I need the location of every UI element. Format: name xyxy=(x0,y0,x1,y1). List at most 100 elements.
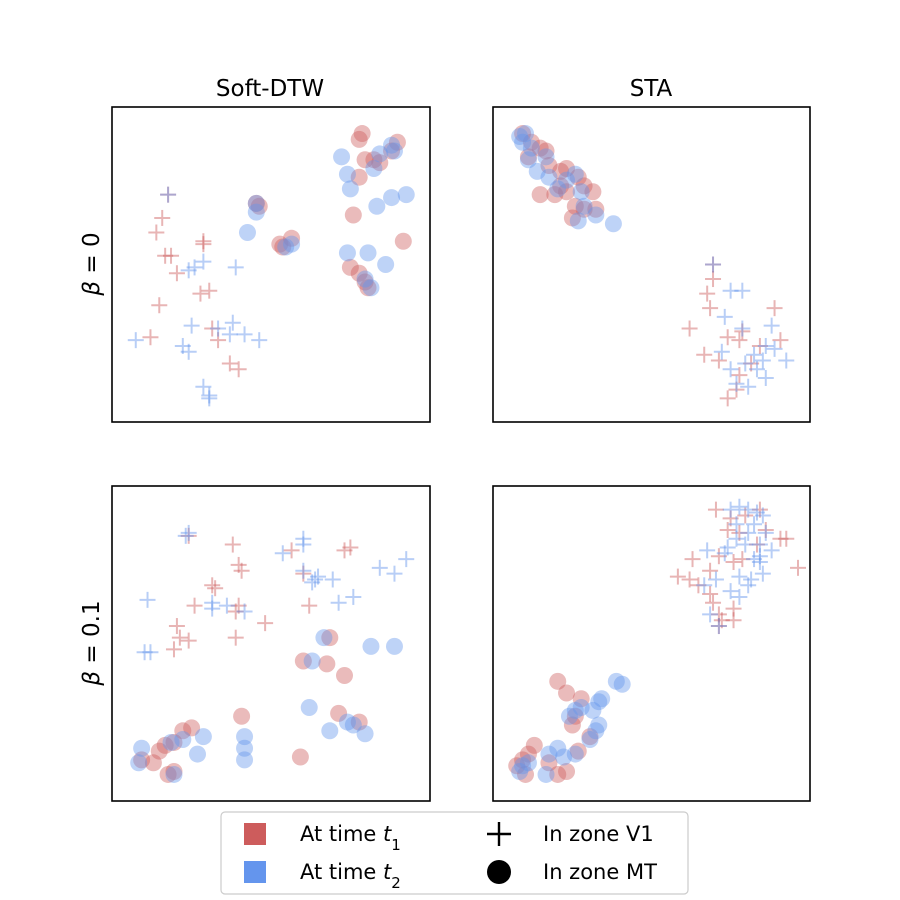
scatter-point-v1 xyxy=(743,571,760,588)
scatter-point-mt xyxy=(238,223,256,241)
scatter-point-v1 xyxy=(163,247,180,264)
scatter-point-v1 xyxy=(731,568,748,585)
scatter-point-mt xyxy=(271,235,289,253)
scatter-point-v1 xyxy=(157,247,174,264)
scatter-point-v1 xyxy=(716,545,733,562)
scatter-point-v1 xyxy=(757,524,774,541)
scatter-point-v1 xyxy=(236,603,253,620)
scatter-point-mt xyxy=(575,200,593,218)
scatter-point-v1 xyxy=(713,612,730,629)
scatter-point-v1 xyxy=(734,282,751,299)
panel-frame xyxy=(492,106,811,423)
scatter-point-mt xyxy=(514,757,532,775)
scatter-point-v1 xyxy=(195,233,212,250)
scatter-point-mt xyxy=(566,745,584,763)
scatter-point-v1 xyxy=(681,571,698,588)
scatter-point-v1 xyxy=(295,565,312,582)
scatter-point-v1 xyxy=(757,337,774,354)
scatter-point-v1 xyxy=(737,507,754,524)
scatter-point-v1 xyxy=(684,551,701,568)
scatter-point-v1 xyxy=(728,516,745,533)
scatter-point-mt xyxy=(174,722,192,740)
scatter-point-mt xyxy=(581,728,599,746)
legend-swatch-t2 xyxy=(244,861,266,883)
scatter-point-mt xyxy=(274,238,292,256)
scatter-point-v1 xyxy=(740,501,757,518)
scatter-point-v1 xyxy=(186,259,203,276)
scatter-point-mt xyxy=(519,148,537,166)
legend-label-v1: In zone V1 xyxy=(543,822,654,846)
scatter-point-mt xyxy=(383,189,401,207)
scatter-point-mt xyxy=(607,672,625,690)
scatter-point-v1 xyxy=(705,256,722,273)
scatter-point-v1 xyxy=(221,326,238,343)
scatter-point-mt xyxy=(514,125,532,143)
scatter-point-v1 xyxy=(230,597,247,614)
scatter-point-v1 xyxy=(699,542,716,559)
scatter-point-v1 xyxy=(731,498,748,515)
scatter-point-mt xyxy=(537,142,555,160)
scatter-point-v1 xyxy=(710,352,727,369)
scatter-point-mt xyxy=(344,206,362,224)
scatter-point-v1 xyxy=(754,565,771,582)
scatter-point-v1 xyxy=(734,323,751,340)
scatter-point-v1 xyxy=(127,332,144,349)
scatter-point-v1 xyxy=(713,343,730,360)
scatter-point-mt xyxy=(156,736,174,754)
scatter-point-mt xyxy=(593,690,611,708)
scatter-point-mt xyxy=(371,154,389,172)
scatter-point-mt xyxy=(575,197,593,215)
scatter-point-v1 xyxy=(719,522,736,539)
scatter-point-mt xyxy=(575,177,593,195)
scatter-point-v1 xyxy=(160,186,177,203)
scatter-point-mt xyxy=(300,699,318,717)
scatter-point-mt xyxy=(540,745,558,763)
scatter-point-v1 xyxy=(722,501,739,518)
panels-layer xyxy=(111,106,811,802)
scatter-point-mt xyxy=(511,127,529,145)
scatter-point-mt xyxy=(519,754,537,772)
scatter-point-v1 xyxy=(304,574,321,591)
column-title-sta: STA xyxy=(630,76,673,102)
scatter-point-mt xyxy=(388,133,406,151)
scatter-point-mt xyxy=(558,684,576,702)
scatter-point-mt xyxy=(549,672,567,690)
scatter-point-v1 xyxy=(224,314,241,331)
scatter-point-mt xyxy=(315,629,333,647)
scatter-point-mt xyxy=(552,177,570,195)
scatter-point-v1 xyxy=(136,644,153,661)
scatter-point-mt xyxy=(549,765,567,783)
scatter-point-v1 xyxy=(731,367,748,384)
scatter-point-v1 xyxy=(201,282,218,299)
scatter-point-v1 xyxy=(766,300,783,317)
legend-frame xyxy=(220,811,689,895)
scatter-point-v1 xyxy=(224,536,241,553)
row-label-beta-0: β = 0 xyxy=(79,232,105,296)
scatter-point-mt xyxy=(569,168,587,186)
scatter-point-v1 xyxy=(257,615,274,632)
scatter-point-v1 xyxy=(710,618,727,635)
scatter-point-v1 xyxy=(295,562,312,579)
scatter-point-mt xyxy=(525,736,543,754)
scatter-point-mt xyxy=(344,716,362,734)
scatter-point-v1 xyxy=(710,548,727,565)
scatter-point-mt xyxy=(318,655,336,673)
scatter-point-mt xyxy=(540,754,558,772)
scatter-point-v1 xyxy=(719,539,736,556)
scatter-point-v1 xyxy=(310,568,327,585)
scatter-point-mt xyxy=(590,716,608,734)
scatter-point-v1 xyxy=(707,501,724,518)
scatter-point-mt xyxy=(277,238,295,256)
scatter-point-v1 xyxy=(699,285,716,302)
scatter-point-mt xyxy=(350,713,368,731)
scatter-point-mt xyxy=(362,279,380,297)
scatter-point-mt xyxy=(144,754,162,772)
scatter-point-mt xyxy=(356,725,374,743)
scatter-point-mt xyxy=(333,148,351,166)
scatter-point-v1 xyxy=(180,524,197,541)
scatter-point-v1 xyxy=(174,337,191,354)
scatter-point-mt xyxy=(356,151,374,169)
scatter-point-v1 xyxy=(233,562,250,579)
scatter-point-mt xyxy=(394,232,412,250)
scatter-point-v1 xyxy=(734,320,751,337)
